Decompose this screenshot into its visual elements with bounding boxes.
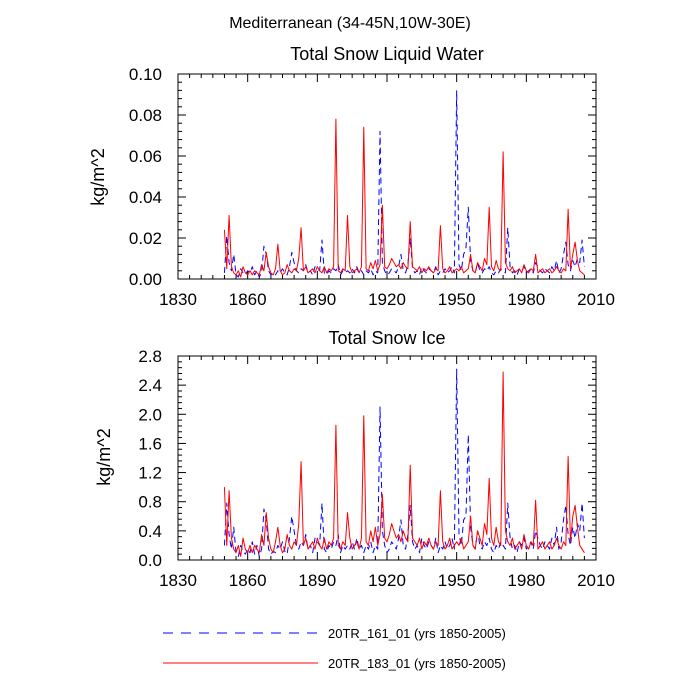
x-tick-label: 1920 xyxy=(368,290,406,309)
series-line-solid xyxy=(223,371,585,557)
y-tick-label: 0.4 xyxy=(138,522,162,541)
y-tick-label: 1.2 xyxy=(138,464,162,483)
legend-item: 20TR_161_01 (yrs 1850-2005) xyxy=(163,626,506,641)
x-tick-label: 1860 xyxy=(229,571,267,590)
axes: 1830 1860 1890 1920 1950 1980 2010 0.0 0.4 0.8 1.2… xyxy=(138,347,615,590)
x-tick-label: 1830 xyxy=(159,290,197,309)
legend-item: 20TR_183_01 (yrs 1850-2005) xyxy=(163,656,506,671)
axes: 1830 1860 1890 1920 1950 1980 2010 0.00 0.02 0.04… xyxy=(129,65,615,309)
chart-panel-snow-liquid-water: Total Snow Liquid Water kg/m^2 1830 1860 1… xyxy=(88,44,615,309)
y-tick-label: 1.6 xyxy=(138,434,162,453)
y-tick-label: 2.4 xyxy=(138,376,162,395)
y-tick-label: 0.10 xyxy=(129,65,162,84)
x-tick-label: 1920 xyxy=(368,571,406,590)
y-tick-label: 2.0 xyxy=(138,405,162,424)
x-tick-label: 2010 xyxy=(577,290,615,309)
legend: 20TR_161_01 (yrs 1850-2005) 20TR_183_01 … xyxy=(163,626,506,671)
x-tick-label: 1980 xyxy=(507,571,545,590)
chart-panel-snow-ice: Total Snow Ice kg/m^2 1830 1860 1890 1920 19… xyxy=(94,328,615,590)
x-tick-label: 1830 xyxy=(159,571,197,590)
y-tick-label: 0.0 xyxy=(138,551,162,570)
series-line-dashed xyxy=(223,89,585,278)
series-group xyxy=(223,89,585,278)
y-tick-label: 0.02 xyxy=(129,229,162,248)
series-line-solid xyxy=(223,118,585,278)
x-tick-label: 2010 xyxy=(577,571,615,590)
legend-label: 20TR_161_01 (yrs 1850-2005) xyxy=(328,626,506,641)
chart-title: Total Snow Liquid Water xyxy=(290,44,483,64)
x-tick-label: 1860 xyxy=(229,290,267,309)
x-tick-label: 1890 xyxy=(298,290,336,309)
y-axis-label: kg/m^2 xyxy=(94,428,114,485)
y-tick-label: 0.00 xyxy=(129,270,162,289)
plot-frame xyxy=(177,73,597,280)
y-tick-label: 0.06 xyxy=(129,147,162,166)
x-tick-label: 1950 xyxy=(438,290,476,309)
y-tick-label: 0.08 xyxy=(129,106,162,125)
plot-frame xyxy=(177,355,597,561)
y-tick-label: 2.8 xyxy=(138,347,162,366)
legend-label: 20TR_183_01 (yrs 1850-2005) xyxy=(328,656,506,671)
x-tick-label: 1950 xyxy=(438,571,476,590)
x-tick-label: 1890 xyxy=(298,571,336,590)
figure-title: Mediterranean (34-45N,10W-30E) xyxy=(229,15,471,32)
x-tick-label: 1980 xyxy=(507,290,545,309)
y-tick-label: 0.04 xyxy=(129,188,162,207)
chart-title: Total Snow Ice xyxy=(328,328,445,348)
series-group xyxy=(223,368,585,557)
y-axis-label: kg/m^2 xyxy=(88,148,108,205)
y-tick-label: 0.8 xyxy=(138,493,162,512)
